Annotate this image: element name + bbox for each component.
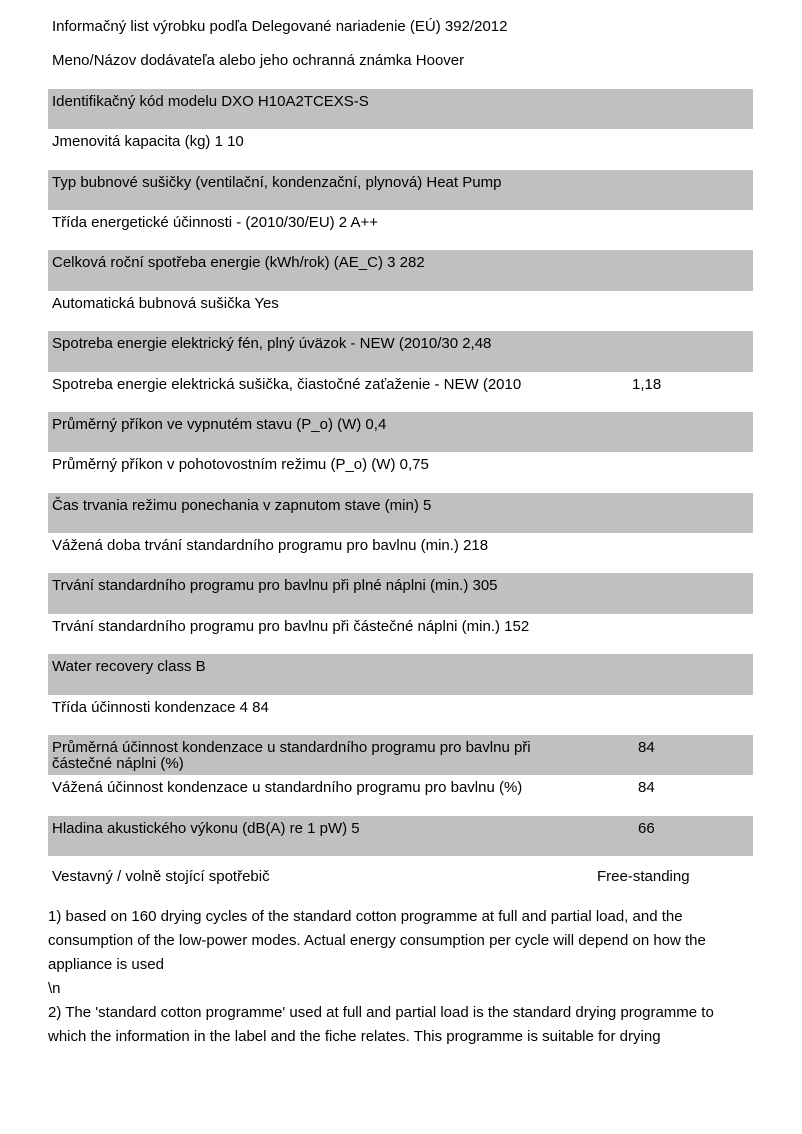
row-label: Water recovery class B bbox=[52, 658, 206, 676]
table-row: Celková roční spotřeba energie (kWh/rok)… bbox=[48, 250, 753, 291]
table-row: Typ bubnové sušičky (ventilační, kondenz… bbox=[48, 169, 753, 210]
row-label: Průměrná účinnost kondenzace u standardn… bbox=[52, 739, 531, 773]
footnote: 1) based on 160 drying cycles of the sta… bbox=[48, 908, 706, 973]
table-row: Spotreba energie elektrická sušička, čia… bbox=[48, 372, 753, 412]
table-row: Průměrný příkon v pohotovostním režimu (… bbox=[48, 452, 753, 492]
row-label: Informačný list výrobku podľa Delegované… bbox=[52, 18, 508, 35]
footnote: 2) The 'standard cotton programme' used … bbox=[48, 1004, 714, 1021]
row-label: Třída energetické účinnosti - (2010/30/E… bbox=[52, 213, 379, 231]
table-row: Identifikačný kód modelu DXO H10A2TCEXS-… bbox=[48, 88, 753, 130]
row-label: Průměrný příkon v pohotovostním režimu (… bbox=[52, 456, 429, 474]
row-value: 1,18 bbox=[632, 375, 662, 393]
table-row: Meno/Názov dodávateľa alebo jeho ochrann… bbox=[48, 48, 753, 88]
table-row: Water recovery class B bbox=[48, 654, 753, 695]
table-row: Trvání standardního programu pro bavlnu … bbox=[48, 573, 753, 614]
row-label: Průměrný příkon ve vypnutém stavu (P_o) … bbox=[52, 415, 387, 433]
table-row: Spotreba energie elektrický fén, plný úv… bbox=[48, 331, 753, 372]
row-value: Free-standing bbox=[597, 868, 690, 886]
table-row: Čas trvania režimu ponechania v zapnutom… bbox=[48, 492, 753, 534]
table-row: Vážená účinnost kondenzace u standardníh… bbox=[48, 775, 753, 815]
table-row: Trvání standardního programu pro bavlnu … bbox=[48, 614, 753, 654]
row-label: Spotreba energie elektrický fén, plný úv… bbox=[52, 335, 492, 353]
table-row: Průměrný příkon ve vypnutém stavu (P_o) … bbox=[48, 411, 753, 453]
table-row: Vestavný / volně stojící spotřebič Free-s… bbox=[48, 856, 753, 896]
table-row: Průměrná účinnost kondenzace u standardn… bbox=[48, 735, 753, 776]
row-label: Automatická bubnová sušička Yes bbox=[52, 294, 279, 312]
row-label: Spotreba energie elektrická sušička, čia… bbox=[52, 375, 522, 393]
row-label: Vestavný / volně stojící spotřebič bbox=[52, 868, 270, 886]
row-label: Identifikačný kód modelu DXO H10A2TCEXS-… bbox=[52, 92, 369, 110]
footnotes: 1) based on 160 drying cycles of the sta… bbox=[48, 905, 758, 1049]
row-label: Vážená doba trvání standardního programu… bbox=[52, 537, 489, 555]
row-label: Hladina akustického výkonu (dB(A) re 1 p… bbox=[52, 819, 360, 837]
row-label: Trvání standardního programu pro bavlnu … bbox=[52, 577, 498, 595]
row-label: Typ bubnové sušičky (ventilační, kondenz… bbox=[52, 173, 502, 191]
row-label: Meno/Názov dodávateľa alebo jeho ochrann… bbox=[52, 52, 465, 70]
row-label: Jmenovitá kapacita (kg) 1 10 bbox=[52, 133, 244, 151]
row-label: Celková roční spotřeba energie (kWh/rok)… bbox=[52, 254, 425, 272]
table-row: Třída účinnosti kondenzace 4 84 bbox=[48, 695, 753, 735]
footnote: which the information in the label and t… bbox=[48, 1028, 661, 1045]
table-row: Třída energetické účinnosti - (2010/30/E… bbox=[48, 210, 753, 250]
table-row: Vážená doba trvání standardního programu… bbox=[48, 533, 753, 573]
product-fiche-table: Informačný list výrobku podľa Delegované… bbox=[48, 8, 753, 897]
row-label: Trvání standardního programu pro bavlnu … bbox=[52, 617, 530, 635]
row-value: 84 bbox=[638, 739, 655, 757]
table-row: Jmenovitá kapacita (kg) 1 10 bbox=[48, 129, 753, 169]
row-label: Třída účinnosti kondenzace 4 84 bbox=[52, 698, 269, 716]
row-label: Vážená účinnost kondenzace u standardníh… bbox=[52, 779, 523, 797]
row-value: 84 bbox=[638, 779, 655, 797]
table-row: Informačný list výrobku podľa Delegované… bbox=[48, 8, 753, 48]
row-label: Čas trvania režimu ponechania v zapnutom… bbox=[52, 496, 432, 514]
row-value: 66 bbox=[638, 819, 655, 837]
table-row: Hladina akustického výkonu (dB(A) re 1 p… bbox=[48, 815, 753, 857]
footnote: \n bbox=[48, 980, 61, 997]
table-row: Automatická bubnová sušička Yes bbox=[48, 291, 753, 331]
